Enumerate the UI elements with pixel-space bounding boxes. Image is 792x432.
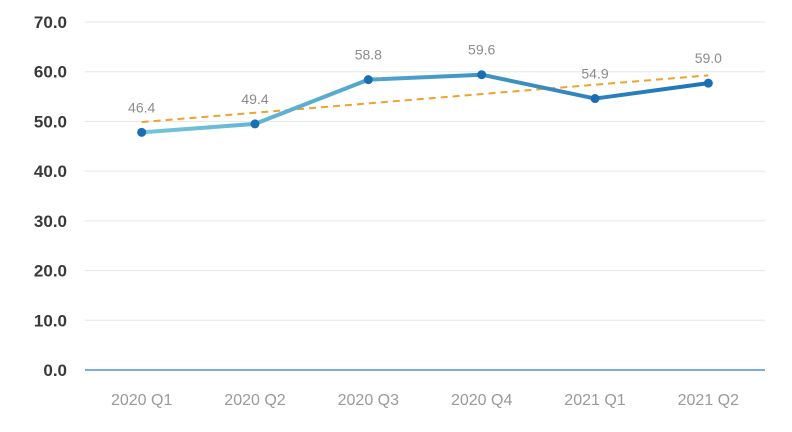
y-tick-label: 40.0 bbox=[34, 162, 67, 181]
data-label: 59.6 bbox=[468, 42, 495, 58]
y-tick-label: 10.0 bbox=[34, 311, 67, 330]
series-markers bbox=[137, 70, 713, 137]
data-point bbox=[137, 127, 147, 137]
y-tick-label: 70.0 bbox=[34, 13, 67, 32]
x-axis-ticks: 2020 Q1 2020 Q2 2020 Q3 2020 Q4 2021 Q1 2021 … bbox=[111, 392, 739, 409]
data-label: 49.4 bbox=[241, 91, 268, 107]
y-tick-label: 20.0 bbox=[34, 262, 67, 281]
data-point bbox=[477, 70, 487, 80]
data-label: 46.4 bbox=[128, 99, 155, 115]
data-labels: 46.4 49.4 58.8 59.6 54.9 59.0 bbox=[128, 42, 722, 116]
data-point bbox=[250, 119, 260, 129]
y-axis-ticks: 0.0 10.0 20.0 30.0 40.0 50.0 60.0 70.0 bbox=[34, 13, 67, 380]
series-polyline bbox=[139, 72, 711, 135]
y-tick-label: 30.0 bbox=[34, 212, 67, 231]
y-tick-label: 50.0 bbox=[34, 112, 67, 131]
trendline-line bbox=[141, 74, 709, 124]
y-tick-label: 60.0 bbox=[34, 63, 67, 82]
gridlines bbox=[85, 21, 765, 321]
x-tick-label: 2021 Q1 bbox=[564, 392, 625, 409]
data-label: 58.8 bbox=[355, 47, 382, 63]
data-label: 59.0 bbox=[695, 50, 722, 66]
x-tick-label: 2020 Q3 bbox=[338, 392, 399, 409]
data-label: 54.9 bbox=[581, 66, 608, 82]
x-tick-label: 2020 Q2 bbox=[224, 392, 285, 409]
x-tick-label: 2021 Q2 bbox=[678, 392, 739, 409]
y-tick-label: 0.0 bbox=[43, 361, 67, 380]
data-point bbox=[590, 94, 600, 104]
trendline bbox=[141, 74, 709, 124]
x-tick-label: 2020 Q1 bbox=[111, 392, 172, 409]
data-point bbox=[363, 75, 373, 85]
data-point bbox=[703, 78, 713, 88]
x-tick-label: 2020 Q4 bbox=[451, 392, 512, 409]
series-line bbox=[139, 72, 711, 135]
